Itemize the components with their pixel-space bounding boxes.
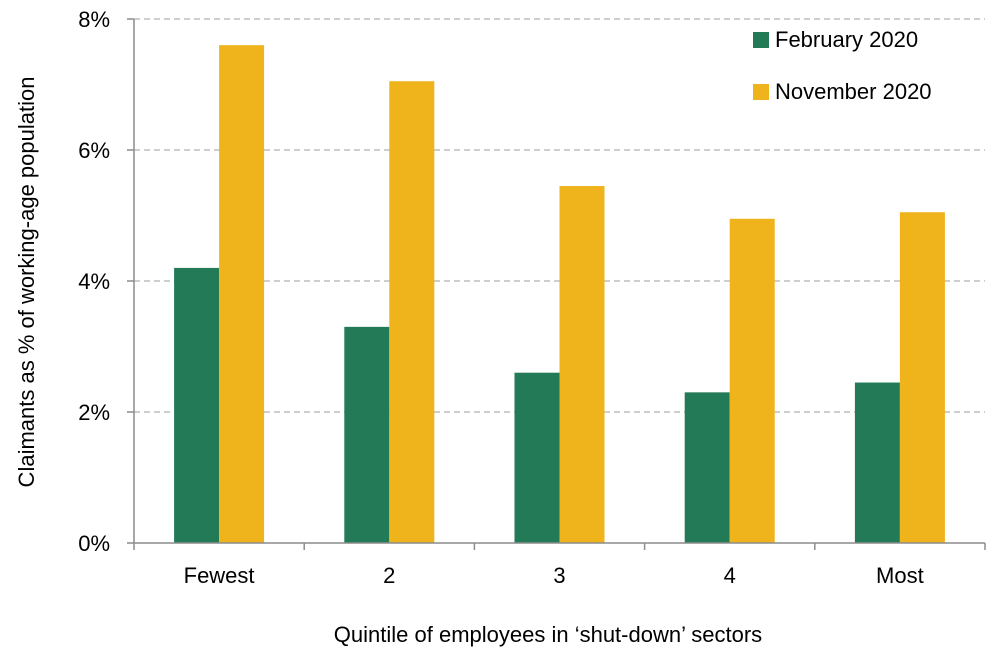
axes [127,18,986,550]
legend-label: November 2020 [775,79,932,104]
y-tick-label: 2% [78,400,110,425]
y-tick-label: 8% [78,7,110,32]
x-tick-label: 2 [383,563,395,588]
x-tick-labels: Fewest 2 3 4 Most [184,563,924,588]
x-tick-label: Most [876,563,924,588]
y-tick-labels: 0% 2% 4% 6% 8% [78,7,110,556]
bar-november-3 [559,186,605,543]
y-axis-title: Claimants as % of working-age population [14,77,39,488]
y-tick-label: 0% [78,531,110,556]
bar-november-fewest [219,45,265,543]
bar-february-3 [514,372,560,543]
bar-november-4 [729,218,775,543]
x-tick-label: 3 [553,563,565,588]
bar-november-2 [389,81,435,543]
bar-february-4 [684,392,730,543]
legend-swatch [753,32,769,48]
bar-february-most [854,382,900,543]
bar-february-2 [344,326,390,543]
legend-swatch [753,84,769,100]
x-axis-title: Quintile of employees in ‘shut-down’ sec… [334,622,762,647]
bar-november-most [899,212,945,543]
bar-february-fewest [174,267,220,543]
legend-label: February 2020 [775,27,918,52]
bars [174,45,945,543]
legend: February 2020 November 2020 [753,27,932,104]
y-tick-label: 4% [78,269,110,294]
x-tick-label: Fewest [184,563,255,588]
y-tick-label: 6% [78,138,110,163]
x-tick-label: 4 [724,563,736,588]
